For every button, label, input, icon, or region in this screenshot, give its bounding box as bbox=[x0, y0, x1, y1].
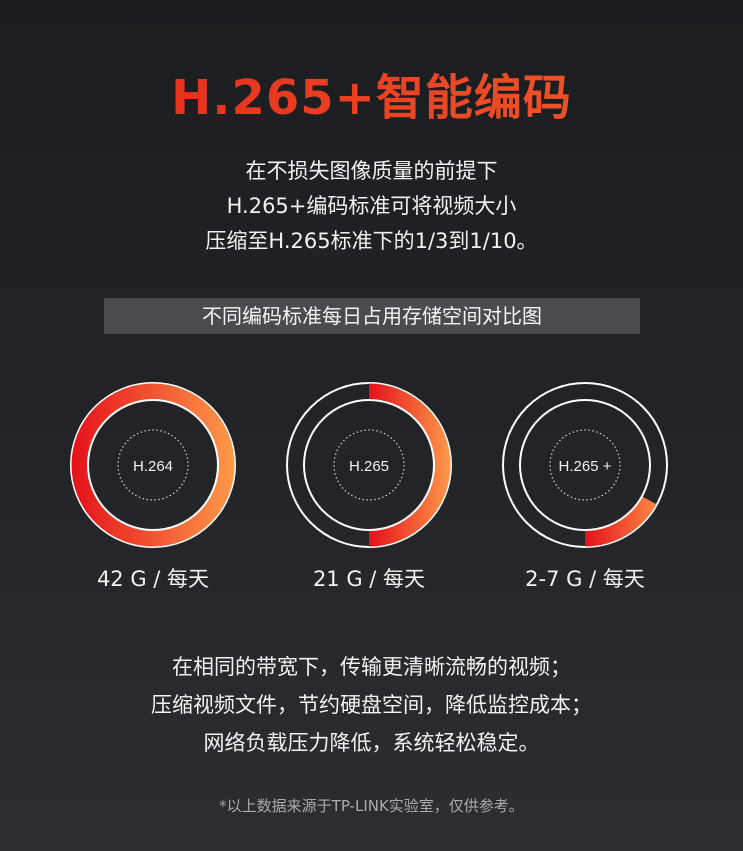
benefit-line: 网络负载压力降低，系统轻松稳定。 bbox=[203, 731, 540, 755]
inner-ring bbox=[519, 399, 651, 531]
intro-line: 在不损失图像质量的前提下 bbox=[245, 159, 498, 183]
ring-charts: H.264 H.265 H.265 + bbox=[70, 382, 668, 548]
codec-label: H.264 bbox=[133, 458, 173, 475]
benefit-line: 压缩视频文件，节约硬盘空间，降低监控成本； bbox=[151, 693, 592, 717]
outer-ring bbox=[70, 382, 236, 548]
intro-line: H.265+编码标准可将视频大小 bbox=[226, 194, 517, 218]
footnote: *以上数据来源于TP-LINK实验室，仅供参考。 bbox=[219, 797, 524, 815]
benefits-text: 在相同的带宽下，传输更清晰流畅的视频； 压缩视频文件，节约硬盘空间，降低监控成本… bbox=[0, 648, 743, 762]
benefit-line: 在相同的带宽下，传输更清晰流畅的视频； bbox=[172, 655, 571, 679]
usage-arc bbox=[71, 383, 235, 547]
codec-label: H.265 bbox=[349, 458, 389, 475]
usage-arc bbox=[584, 496, 657, 547]
dotted-ring bbox=[117, 429, 189, 501]
codec-label: H.265 + bbox=[559, 458, 612, 475]
chart-banner: 不同编码标准每日占用存储空间对比图 bbox=[104, 298, 640, 334]
outer-ring bbox=[286, 382, 452, 548]
caption-h265plus: 2-7 G / 每天 bbox=[525, 567, 645, 591]
intro-text: 在不损失图像质量的前提下 H.265+编码标准可将视频大小 压缩至H.265标准… bbox=[0, 154, 743, 259]
caption-h264: 42 G / 每天 bbox=[96, 567, 210, 591]
dotted-ring bbox=[549, 429, 621, 501]
outer-ring bbox=[502, 382, 668, 548]
caption-h265: 21 G / 每天 bbox=[312, 567, 426, 591]
usage-arc bbox=[368, 383, 451, 547]
inner-ring bbox=[87, 399, 219, 531]
page-title: H.265+智能编码 bbox=[0, 58, 743, 128]
intro-line: 压缩至H.265标准下的1/3到1/10。 bbox=[205, 229, 538, 253]
inner-ring bbox=[303, 399, 435, 531]
dotted-ring bbox=[333, 429, 405, 501]
